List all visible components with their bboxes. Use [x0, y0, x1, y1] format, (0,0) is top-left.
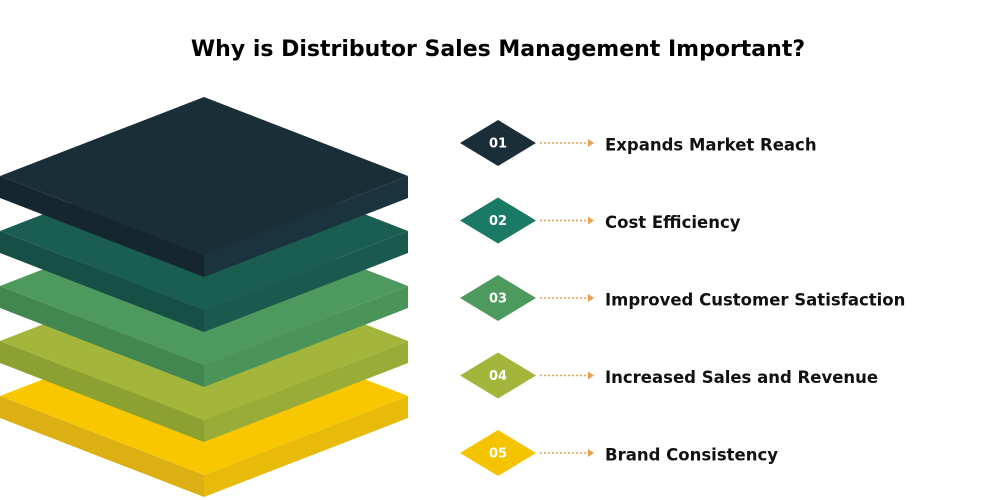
item-label: Expands Market Reach: [605, 136, 817, 155]
arrowhead: [588, 216, 594, 225]
item-label: Brand Consistency: [605, 446, 778, 465]
item-label: Improved Customer Satisfaction: [605, 291, 905, 310]
item-number: 05: [489, 447, 507, 462]
item-number: 03: [489, 292, 507, 307]
number-diamond: [460, 430, 536, 476]
arrowhead: [588, 449, 594, 457]
arrowhead: [588, 371, 594, 380]
number-diamond: [460, 275, 536, 321]
arrowhead: [588, 139, 594, 147]
number-diamond: [460, 197, 536, 244]
layer-side: [0, 231, 204, 332]
layer-side: [204, 231, 408, 332]
layer-stack: [0, 97, 408, 497]
layer-side: [0, 176, 204, 277]
item-number: 04: [489, 369, 507, 384]
layer-top: [0, 97, 408, 255]
layer-side: [0, 341, 204, 442]
title: Why is Distributor Sales Management Impo…: [191, 37, 805, 62]
layer-side: [0, 286, 204, 387]
layer-side: [204, 396, 408, 497]
item-label: Increased Sales and Revenue: [605, 368, 878, 387]
layer-side: [204, 341, 408, 442]
arrowhead: [588, 294, 594, 302]
item-number: 02: [489, 214, 507, 229]
layer-side: [204, 176, 408, 277]
item-number: 01: [489, 137, 507, 152]
item-list: 01 Expands Market Reach 02 Cost Efficiency 0…: [460, 120, 905, 476]
number-diamond: [460, 352, 536, 399]
layer-side: [0, 396, 204, 497]
number-diamond: [460, 120, 536, 166]
item-label: Cost Efficiency: [605, 213, 741, 232]
layer-side: [204, 286, 408, 387]
